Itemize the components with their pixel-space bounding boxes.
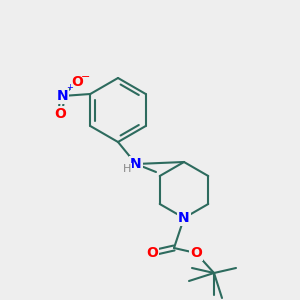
Text: H: H xyxy=(123,164,131,174)
Text: O: O xyxy=(71,75,83,89)
Text: O: O xyxy=(54,107,66,121)
Text: N: N xyxy=(56,89,68,103)
Text: N: N xyxy=(130,157,142,171)
Text: −: − xyxy=(81,72,90,82)
Text: O: O xyxy=(146,246,158,260)
Text: +: + xyxy=(66,83,73,92)
Text: O: O xyxy=(190,246,202,260)
Text: N: N xyxy=(178,211,190,225)
